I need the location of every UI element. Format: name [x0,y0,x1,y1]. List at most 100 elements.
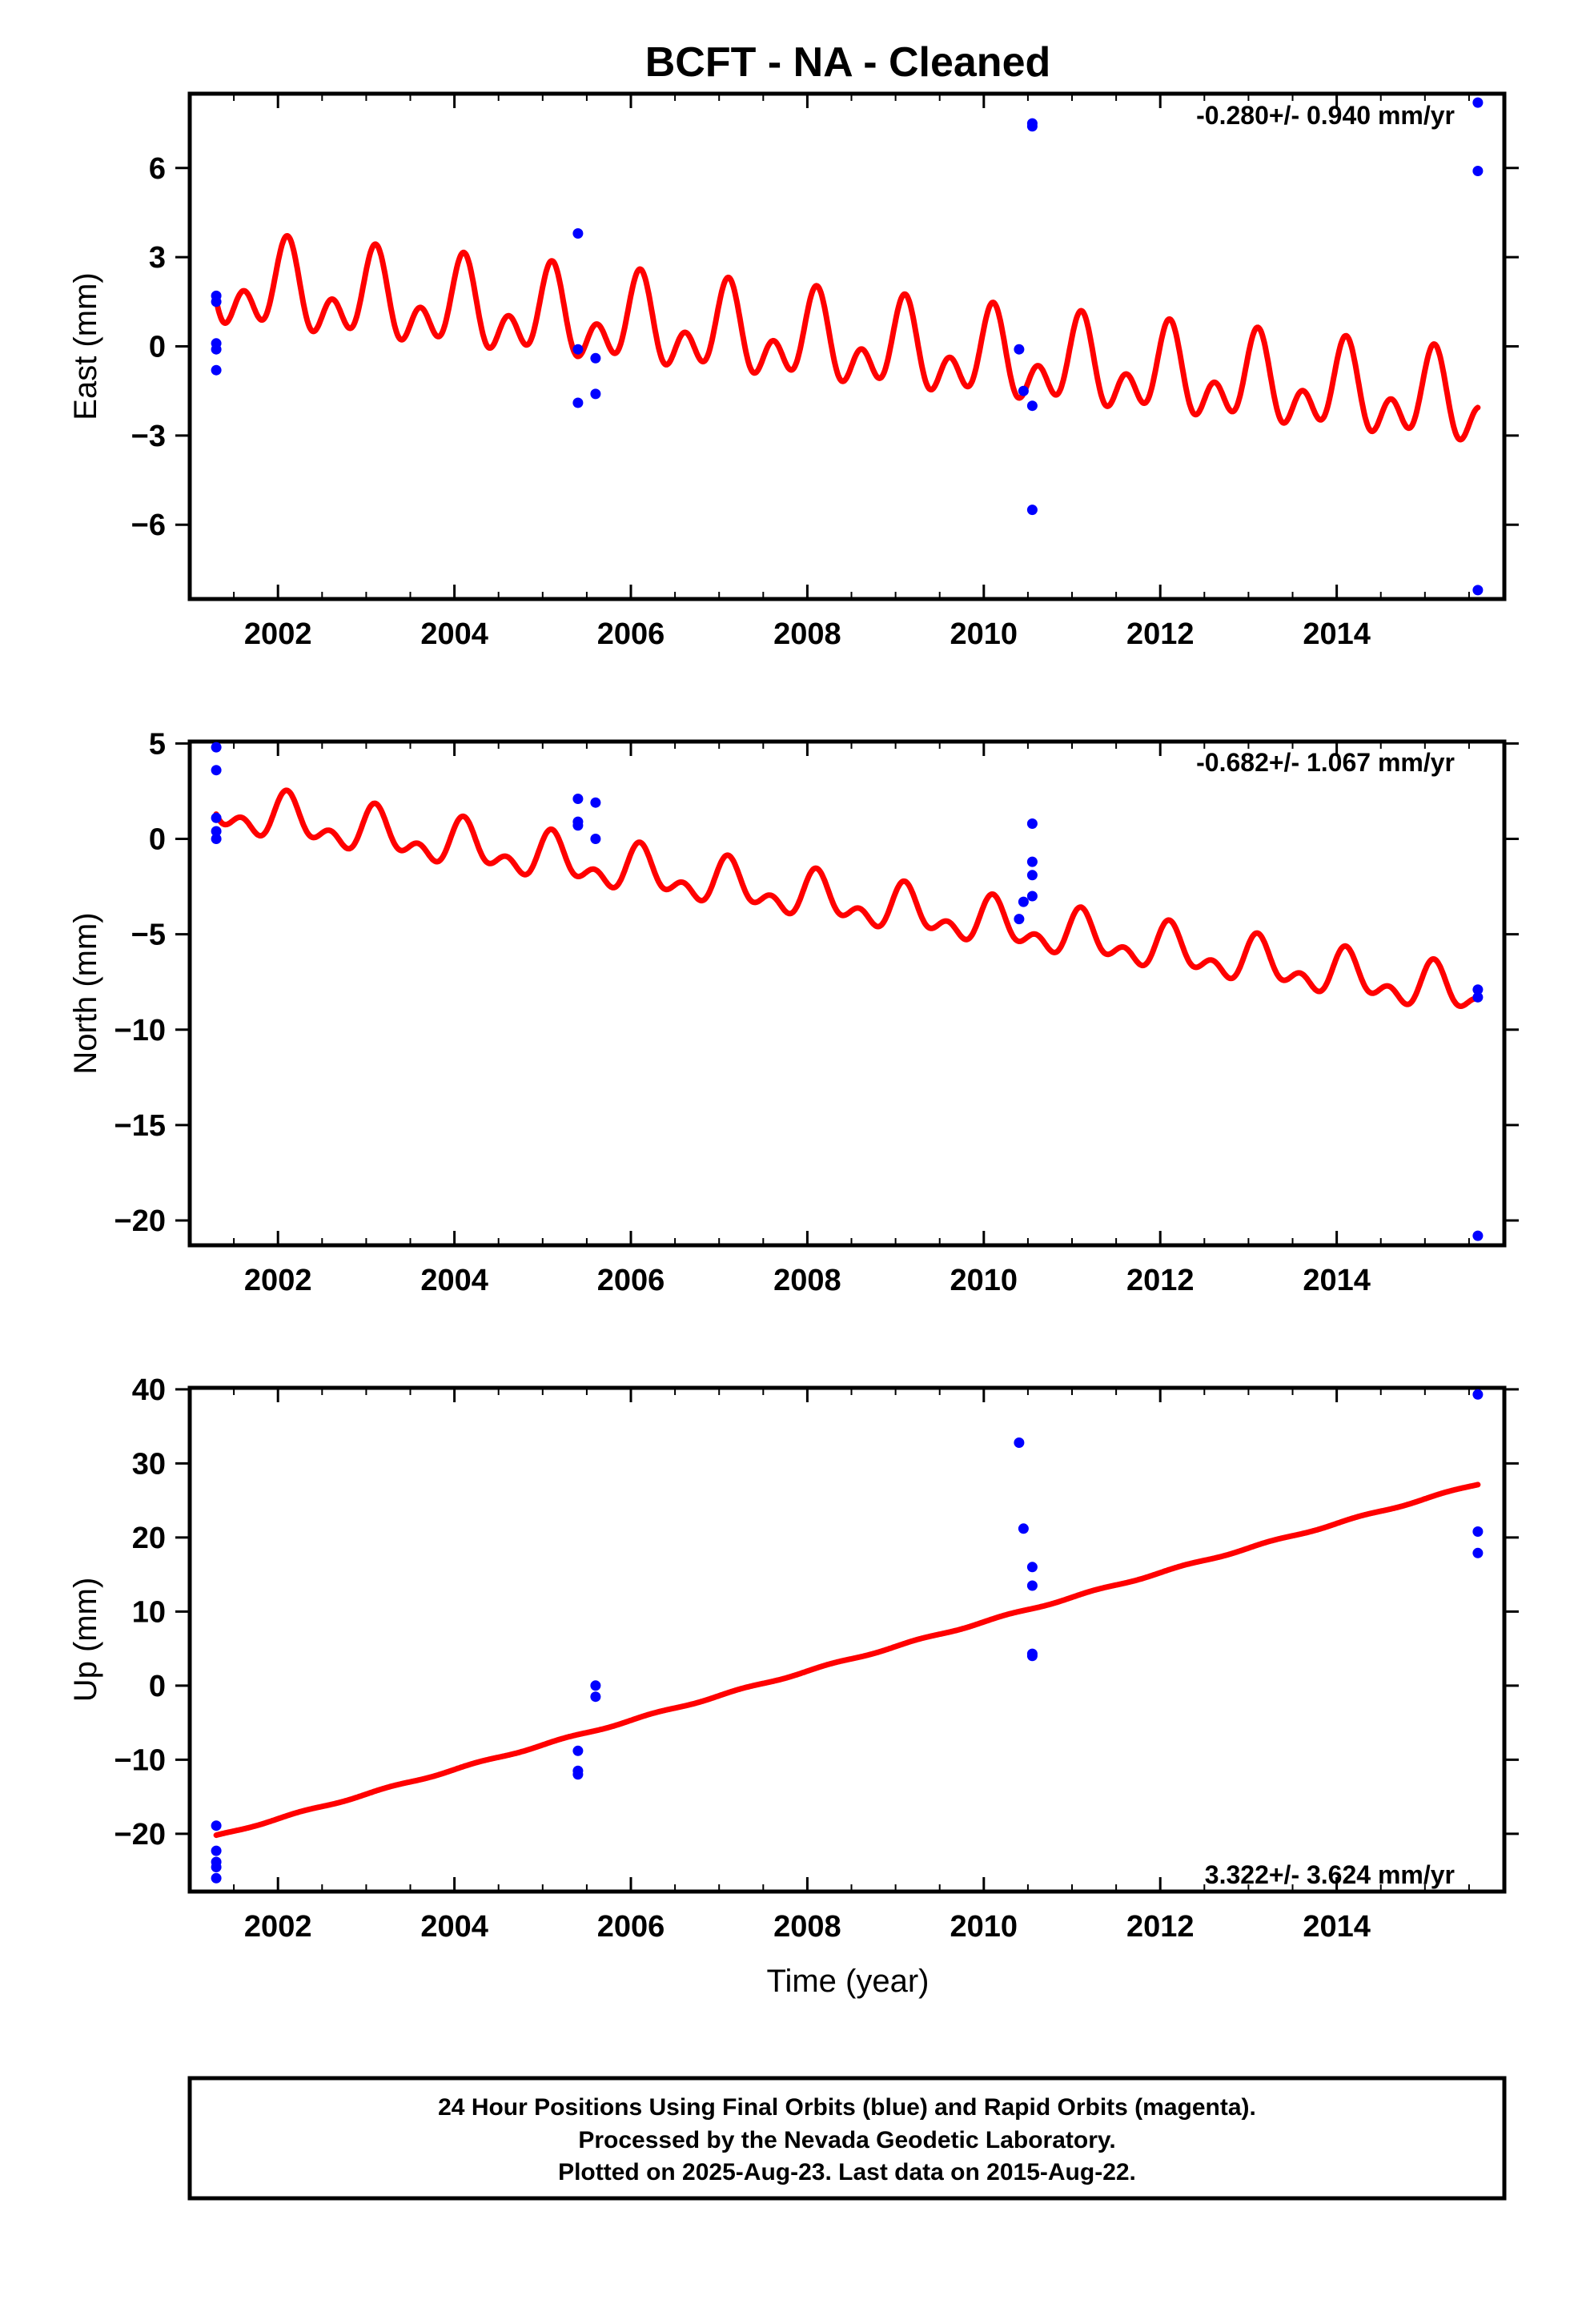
up-x-tick-label: 2010 [950,1910,1018,1944]
north-y-tick-label: 0 [149,823,166,857]
north-x-tick-label: 2006 [597,1264,665,1297]
up-data-point [211,1862,222,1872]
up-data-point [1026,1651,1038,1662]
north-data-point [1472,1230,1484,1241]
up-y-axis-label: Up (mm) [68,1578,103,1703]
north-y-tick-label: −10 [114,1014,166,1047]
east-data-point [572,344,584,355]
footer-frame [187,2076,1507,2201]
east-x-tick-label: 2002 [244,617,312,651]
up-data-point [1018,1523,1029,1534]
east-y-tick-label: 3 [149,241,166,275]
east-plot-frame [187,91,1507,601]
up-y-tick-label: −10 [114,1743,166,1777]
north-data-point [1026,870,1038,881]
east-data-point [1026,505,1038,516]
up-data-point [572,1745,584,1756]
north-x-tick-label: 2002 [244,1264,312,1297]
north-data-point [590,797,601,808]
east-rate-label: -0.280+/- 0.940 mm/yr [1196,101,1455,130]
up-data-point [1472,1526,1484,1537]
up-y-tick-label: 20 [132,1522,166,1555]
north-y-tick-label: −5 [131,919,166,952]
up-y-tick-label: 30 [132,1447,166,1481]
north-data-point [211,765,222,776]
north-data-point [1026,818,1038,829]
north-panel: 2002 2004 2006 2008 2010 2012 2014 5 0 −5 −10 −15 −2… [68,727,1519,1297]
north-y-tick-label: −20 [114,1204,166,1238]
north-x-tick-label: 2012 [1126,1264,1195,1297]
north-plot-frame [187,739,1507,1248]
north-rate-label: -0.682+/- 1.067 mm/yr [1196,748,1455,777]
up-data-point [572,1769,584,1780]
east-x-tick-label: 2010 [950,617,1018,651]
up-model-line [213,1482,1481,1839]
north-data-point [1472,984,1484,995]
up-data-point [211,1820,222,1831]
east-data-point [211,364,222,376]
north-x-tick-label: 2004 [420,1264,488,1297]
north-data-point [1018,896,1029,907]
up-data-point [1472,1389,1484,1400]
north-x-tick-label: 2010 [950,1264,1018,1297]
up-plot-frame [187,1385,1507,1894]
east-x-tick-label: 2012 [1126,617,1195,651]
up-y-tick-label: 0 [149,1670,166,1703]
north-data-point [572,794,584,804]
up-data-point [1014,1437,1025,1448]
up-rate-label: 3.322+/- 3.624 mm/yr [1205,1860,1455,1889]
up-data-point [590,1680,601,1691]
east-x-tick-label: 2006 [597,617,665,651]
north-data-point [211,742,222,753]
east-data-point [1026,400,1038,412]
north-x-tick-label: 2008 [773,1264,841,1297]
east-data-point [590,352,601,364]
north-data-point [211,826,222,837]
east-data-point [1026,118,1038,129]
north-data-point [1472,991,1484,1003]
up-data-point [211,1845,222,1856]
east-y-tick-label: 0 [149,331,166,364]
up-data-point [590,1691,601,1703]
up-data-point [1472,1547,1484,1558]
north-x-tick-label: 2014 [1303,1264,1371,1297]
north-y-tick-label: 5 [149,727,166,761]
up-x-tick-label: 2014 [1303,1910,1371,1944]
east-x-tick-label: 2014 [1303,617,1371,651]
east-model-line [213,233,1481,443]
north-y-tick-label: −15 [114,1109,166,1143]
up-panel: 2002 2004 2006 2008 2010 2012 2014403020100−10… [68,1373,1519,1944]
east-y-tick-label: 6 [149,152,166,186]
east-y-tick-label: −6 [131,509,166,542]
east-data-point [572,397,584,408]
north-y-axis-label: North (mm) [68,912,103,1074]
x-axis-label: Time (year) [767,1964,930,1999]
east-data-point [572,228,584,239]
footer-line-2: Processed by the Nevada Geodetic Laborat… [578,2127,1115,2153]
north-data-point [590,834,601,844]
up-x-tick-label: 2004 [420,1910,488,1944]
north-data-point [1014,914,1025,925]
east-panel: 2002 2004 2006 2008 2010 2012 2014 6 3 0 −3 −6 East … [68,91,1519,651]
up-y-tick-label: −20 [114,1818,166,1852]
up-data-point [1026,1562,1038,1573]
up-x-tick-label: 2012 [1126,1910,1195,1944]
footer-line-1: 24 Hour Positions Using Final Orbits (bl… [438,2094,1256,2121]
up-data-point [211,1872,222,1884]
up-y-tick-label: 40 [132,1373,166,1407]
east-y-axis-label: East (mm) [68,272,103,420]
east-data-point [211,344,222,355]
up-x-tick-label: 2008 [773,1910,841,1944]
north-data-point [211,834,222,844]
north-data-point [211,812,222,823]
east-data-point [590,388,601,400]
east-y-tick-label: −3 [131,420,166,453]
east-data-point [1472,585,1484,596]
east-x-tick-label: 2004 [420,617,488,651]
east-data-point [1018,385,1029,396]
up-y-tick-label: 10 [132,1595,166,1629]
east-data-point [1472,166,1484,176]
north-model-line [213,787,1481,1009]
up-x-tick-label: 2002 [244,1910,312,1944]
